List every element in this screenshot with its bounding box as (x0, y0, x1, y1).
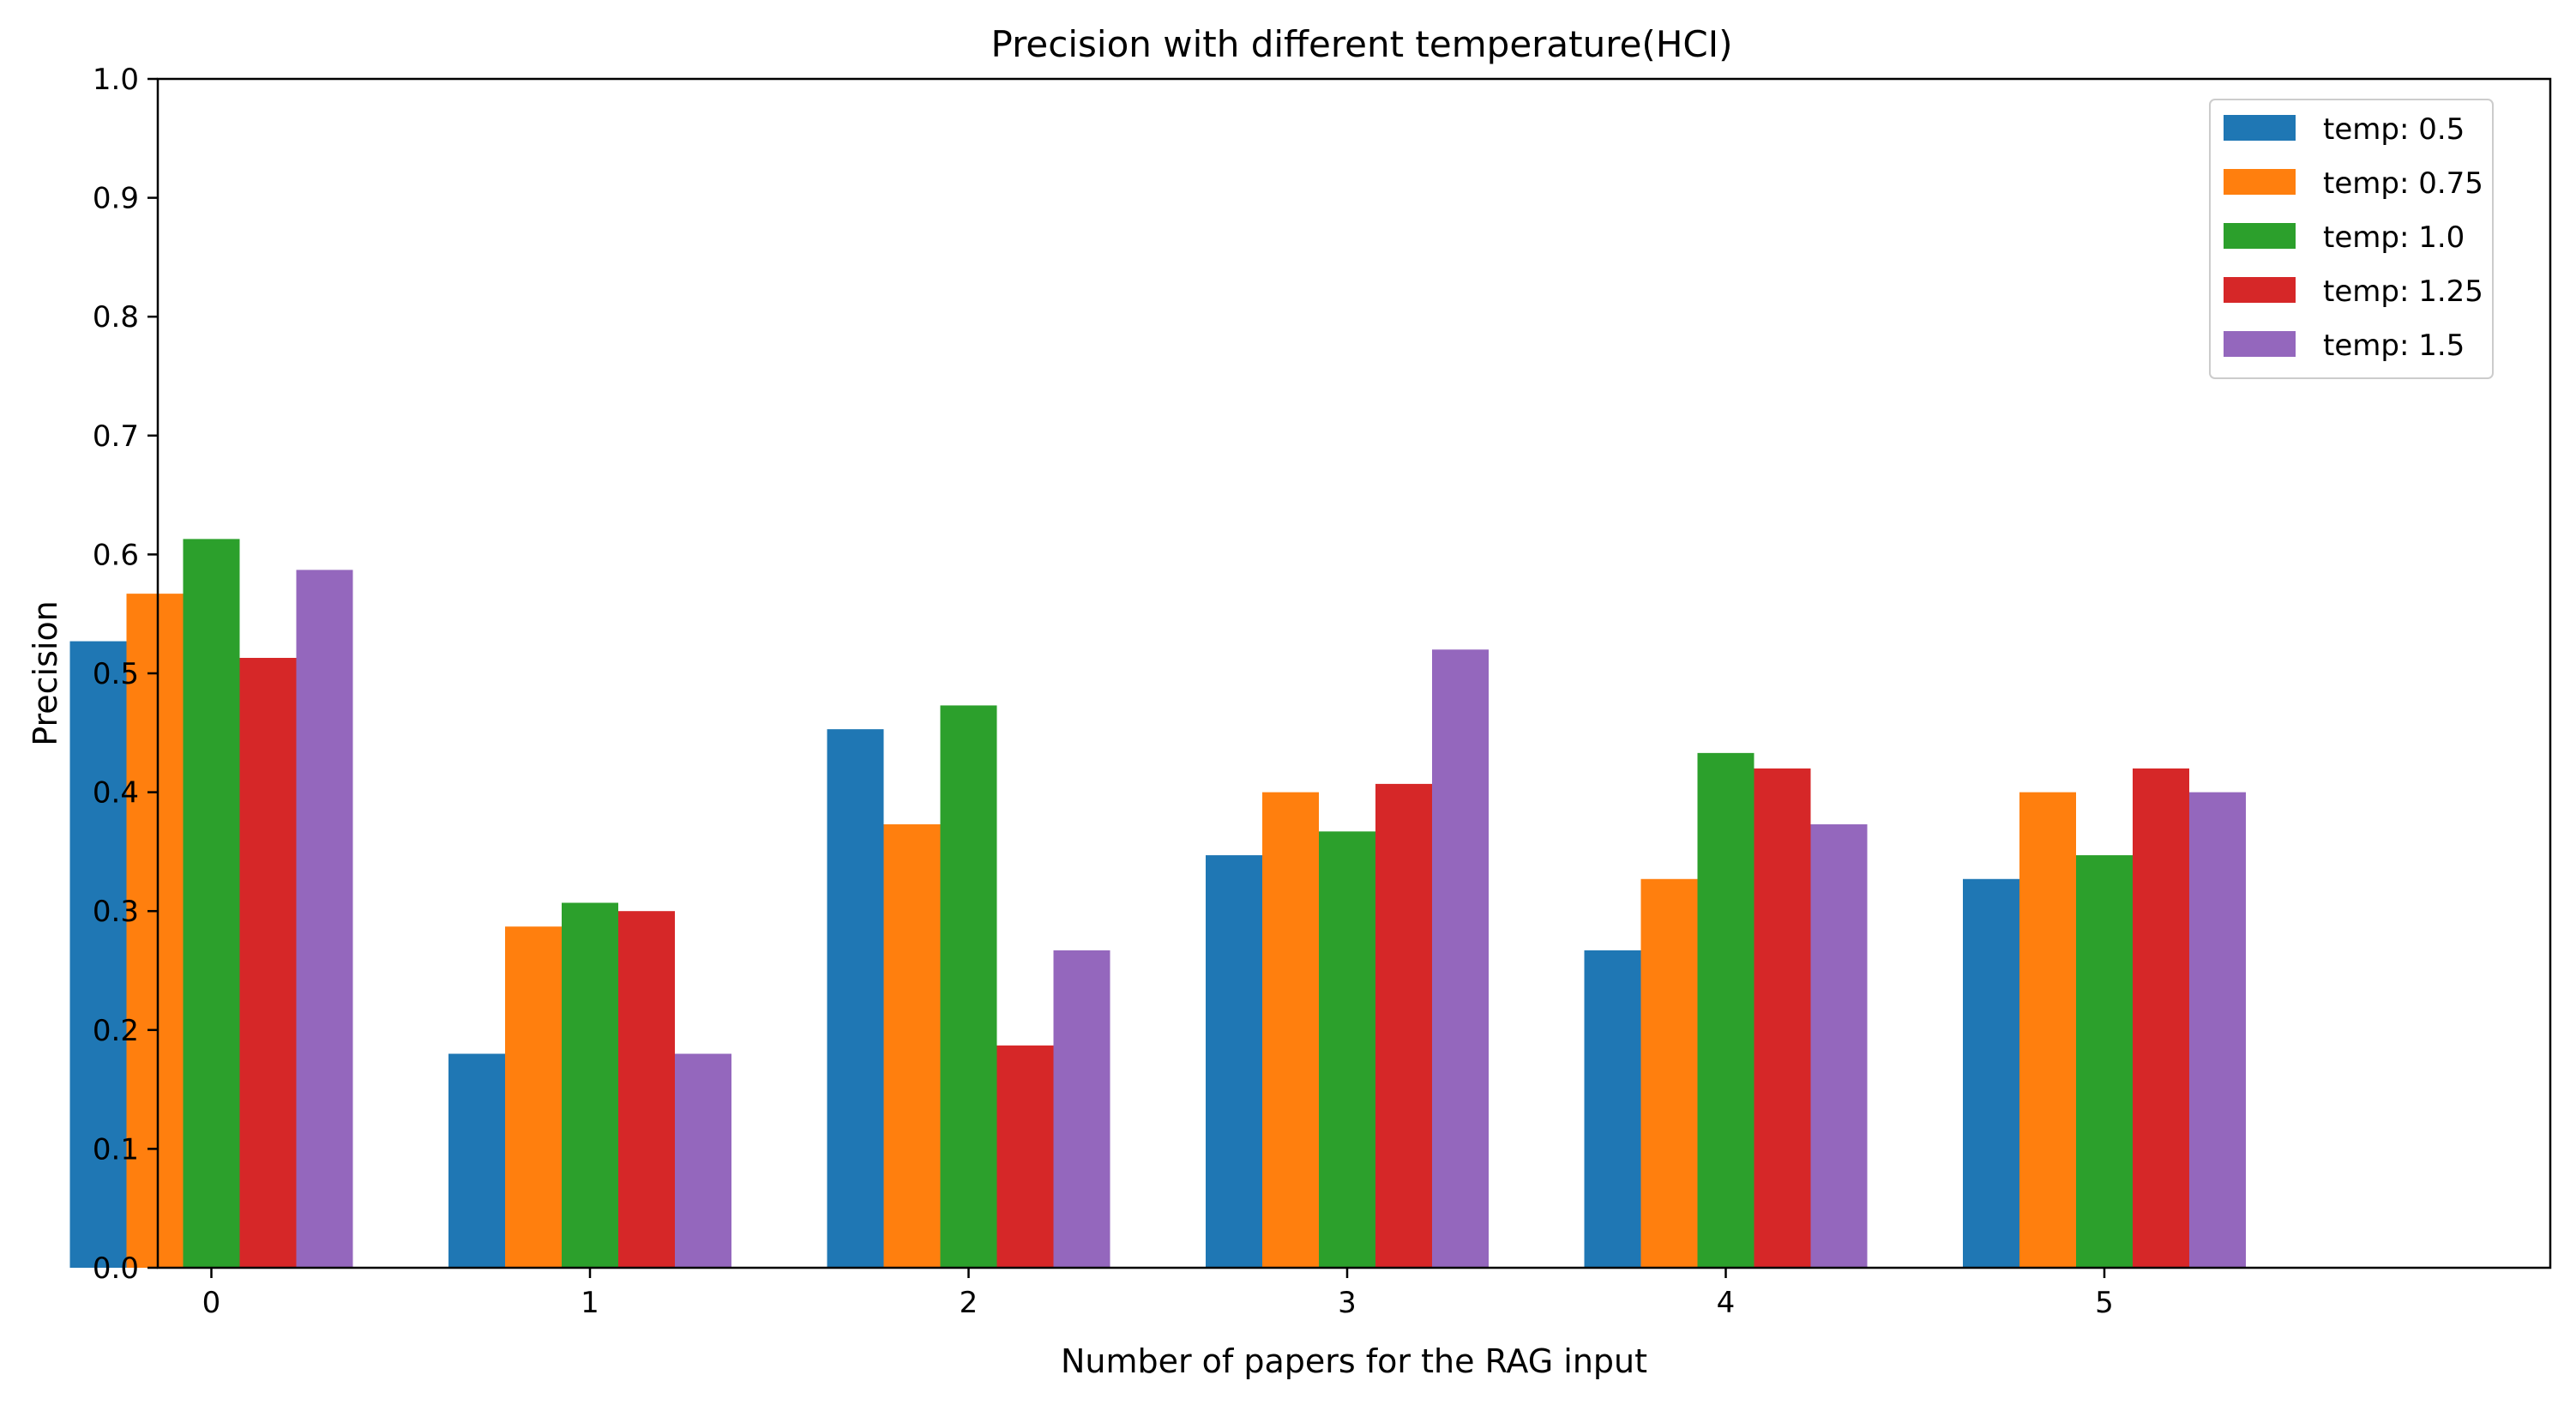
legend-swatch (2224, 223, 2296, 249)
x-tick-label: 3 (1338, 1286, 1357, 1320)
bar-1-series-4 (675, 1053, 731, 1268)
bar-3-series-0 (1206, 855, 1262, 1268)
bar-0-series-4 (296, 570, 353, 1268)
bar-5-series-0 (1963, 878, 2019, 1268)
x-axis-label: Number of papers for the RAG input (1061, 1342, 1647, 1380)
bar-0-series-3 (239, 657, 297, 1268)
y-tick-label: 0.8 (93, 300, 139, 335)
y-tick-label: 0.7 (93, 419, 139, 454)
bars-group (69, 539, 2246, 1268)
bar-3-series-4 (1432, 649, 1489, 1268)
legend-swatch (2224, 331, 2296, 357)
y-tick-label: 0.5 (93, 657, 139, 691)
bar-1-series-1 (505, 926, 562, 1268)
bar-0-series-1 (126, 594, 184, 1268)
y-tick-label: 0.0 (93, 1251, 139, 1286)
bar-2-series-2 (940, 705, 997, 1268)
legend-swatch (2224, 277, 2296, 303)
bar-4-series-1 (1640, 878, 1698, 1268)
bar-3-series-2 (1319, 831, 1375, 1268)
x-tick-label: 1 (581, 1286, 599, 1320)
x-tick-label: 4 (1717, 1286, 1736, 1320)
bar-5-series-3 (2133, 768, 2189, 1268)
bar-0-series-2 (183, 539, 240, 1268)
bar-4-series-4 (1810, 824, 1868, 1268)
bar-0-series-0 (69, 641, 127, 1268)
legend-label: temp: 1.5 (2323, 329, 2465, 363)
bar-1-series-2 (562, 902, 618, 1268)
bar-1-series-0 (448, 1053, 505, 1268)
y-tick-label: 0.3 (93, 895, 139, 929)
bar-5-series-4 (2189, 792, 2246, 1268)
bar-2-series-0 (827, 729, 884, 1268)
bar-3-series-1 (1262, 792, 1319, 1268)
y-tick-label: 0.1 (93, 1132, 139, 1167)
y-axis: 0.0 0.1 0.2 0.3 0.4 0.5 0.6 0.7 0.8 0.9 1.0 (93, 63, 158, 1286)
legend-label: temp: 0.75 (2323, 166, 2483, 201)
y-tick-label: 0.4 (93, 776, 139, 811)
bar-2-series-4 (1053, 950, 1110, 1268)
bar-4-series-0 (1584, 950, 1641, 1268)
y-tick-label: 1.0 (93, 63, 139, 97)
chart-title: Precision with different temperature(HCI… (991, 23, 1733, 65)
legend: temp: 0.5 temp: 0.75 temp: 1.0 temp: 1.25 te… (2209, 99, 2494, 379)
x-axis: 0 1 2 3 4 5 (202, 1268, 2114, 1320)
x-tick-label: 2 (960, 1286, 978, 1320)
bar-5-series-1 (2019, 792, 2076, 1268)
legend-label: temp: 1.0 (2323, 220, 2465, 255)
bar-1-series-3 (618, 911, 675, 1268)
y-tick-label: 0.2 (93, 1014, 139, 1048)
y-axis-label: Precision (27, 600, 64, 746)
bar-4-series-3 (1754, 768, 1811, 1268)
y-tick-label: 0.6 (93, 538, 139, 572)
legend-swatch (2224, 169, 2296, 195)
legend-swatch (2224, 115, 2296, 141)
x-tick-label: 5 (2095, 1286, 2114, 1320)
y-tick-label: 0.9 (93, 182, 139, 216)
legend-label: temp: 1.25 (2323, 274, 2483, 309)
bar-4-series-2 (1697, 752, 1754, 1268)
x-tick-label: 0 (202, 1286, 221, 1320)
bar-5-series-2 (2076, 855, 2133, 1268)
bar-2-series-1 (883, 824, 941, 1268)
bar-3-series-3 (1375, 783, 1432, 1268)
legend-label: temp: 0.5 (2323, 112, 2465, 147)
bar-2-series-3 (996, 1045, 1054, 1268)
